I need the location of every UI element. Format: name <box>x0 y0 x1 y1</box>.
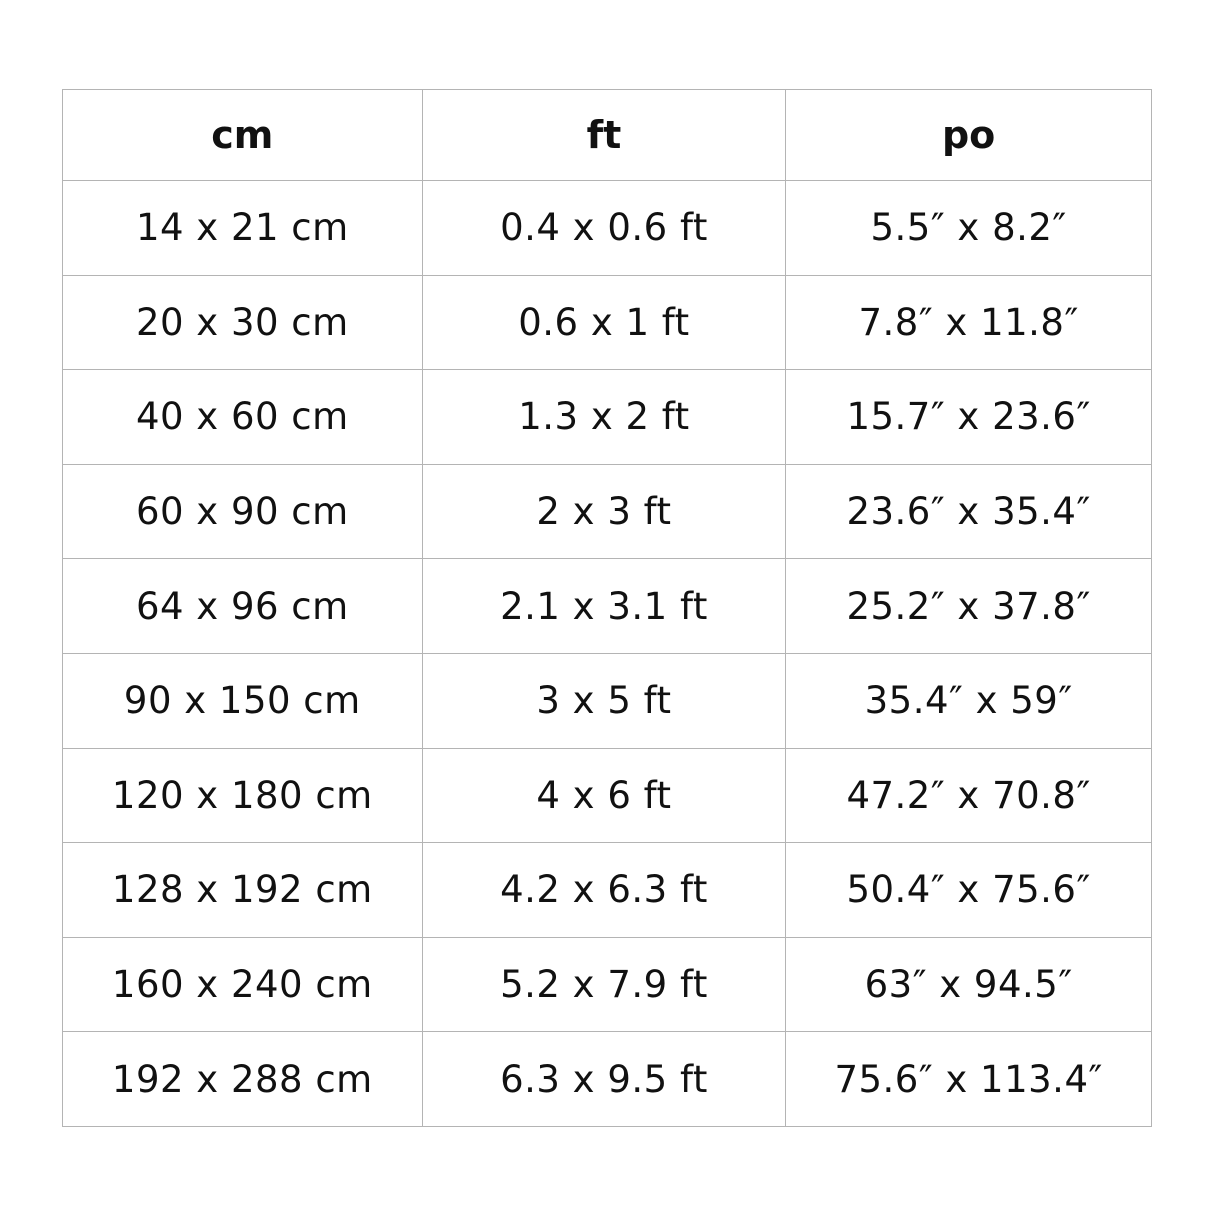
table-row: 14 x 21 cm 0.4 x 0.6 ft 5.5″ x 8.2″ <box>62 180 1152 276</box>
header-po: po <box>785 89 1152 181</box>
cell-po: 50.4″ x 75.6″ <box>785 842 1152 938</box>
cell-cm: 60 x 90 cm <box>62 463 423 560</box>
cell-cm: 192 x 288 cm <box>62 1031 423 1127</box>
table-row: 20 x 30 cm 0.6 x 1 ft 7.8″ x 11.8″ <box>62 274 1152 371</box>
table-row: 90 x 150 cm 3 x 5 ft 35.4″ x 59″ <box>62 652 1152 749</box>
cell-po: 47.2″ x 70.8″ <box>785 747 1152 844</box>
size-conversion-table: cm ft po 14 x 21 cm 0.4 x 0.6 ft 5.5″ x 8.… <box>62 89 1152 1127</box>
cell-ft: 3 x 5 ft <box>421 652 787 749</box>
cell-ft: 2.1 x 3.1 ft <box>421 558 787 654</box>
header-ft: ft <box>421 89 787 181</box>
cell-cm: 64 x 96 cm <box>62 558 423 654</box>
cell-cm: 90 x 150 cm <box>62 652 423 749</box>
header-row: cm ft po <box>62 89 1152 181</box>
table-row: 60 x 90 cm 2 x 3 ft 23.6″ x 35.4″ <box>62 463 1152 560</box>
table-row: 64 x 96 cm 2.1 x 3.1 ft 25.2″ x 37.8″ <box>62 558 1152 654</box>
table-row: 192 x 288 cm 6.3 x 9.5 ft 75.6″ x 113.4″ <box>62 1031 1152 1127</box>
cell-po: 75.6″ x 113.4″ <box>785 1031 1152 1127</box>
cell-cm: 14 x 21 cm <box>62 180 423 276</box>
cell-cm: 120 x 180 cm <box>62 747 423 844</box>
cell-po: 63″ x 94.5″ <box>785 936 1152 1033</box>
table-row: 160 x 240 cm 5.2 x 7.9 ft 63″ x 94.5″ <box>62 936 1152 1033</box>
cell-po: 15.7″ x 23.6″ <box>785 369 1152 465</box>
cell-ft: 0.4 x 0.6 ft <box>421 180 787 276</box>
table-row: 128 x 192 cm 4.2 x 6.3 ft 50.4″ x 75.6″ <box>62 842 1152 938</box>
cell-ft: 4.2 x 6.3 ft <box>421 842 787 938</box>
cell-ft: 6.3 x 9.5 ft <box>421 1031 787 1127</box>
header-cm: cm <box>62 89 423 181</box>
table-row: 40 x 60 cm 1.3 x 2 ft 15.7″ x 23.6″ <box>62 369 1152 465</box>
cell-cm: 20 x 30 cm <box>62 274 423 371</box>
cell-po: 35.4″ x 59″ <box>785 652 1152 749</box>
cell-ft: 1.3 x 2 ft <box>421 369 787 465</box>
cell-cm: 40 x 60 cm <box>62 369 423 465</box>
cell-cm: 160 x 240 cm <box>62 936 423 1033</box>
table-body: 14 x 21 cm 0.4 x 0.6 ft 5.5″ x 8.2″ 20 x 30… <box>62 180 1152 1127</box>
cell-ft: 4 x 6 ft <box>421 747 787 844</box>
cell-po: 23.6″ x 35.4″ <box>785 463 1152 560</box>
cell-po: 7.8″ x 11.8″ <box>785 274 1152 371</box>
cell-po: 25.2″ x 37.8″ <box>785 558 1152 654</box>
cell-ft: 0.6 x 1 ft <box>421 274 787 371</box>
cell-ft: 2 x 3 ft <box>421 463 787 560</box>
cell-po: 5.5″ x 8.2″ <box>785 180 1152 276</box>
cell-cm: 128 x 192 cm <box>62 842 423 938</box>
cell-ft: 5.2 x 7.9 ft <box>421 936 787 1033</box>
table-row: 120 x 180 cm 4 x 6 ft 47.2″ x 70.8″ <box>62 747 1152 844</box>
